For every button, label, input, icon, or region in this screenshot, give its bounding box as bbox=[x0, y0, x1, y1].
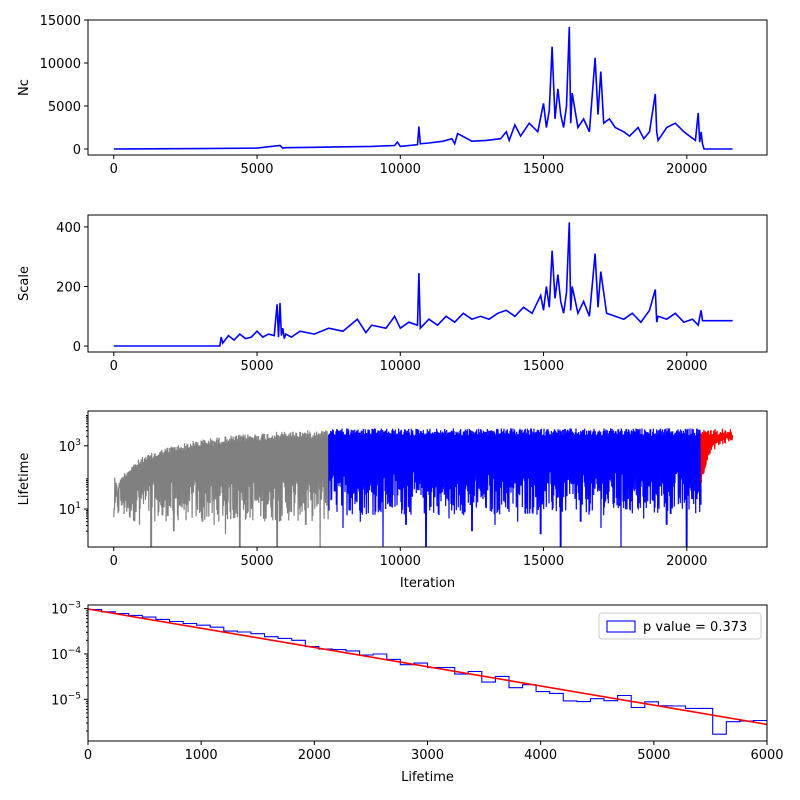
y-tick-label: 15000 bbox=[40, 14, 81, 29]
x-tick-label: 10000 bbox=[380, 554, 421, 569]
y-tick-label: 101 bbox=[59, 501, 81, 518]
series-line-scale bbox=[113, 222, 733, 347]
axes-scale: 0 5000 10000 15000 20000 0 200 400 Scale bbox=[17, 221, 707, 374]
y-tick-label: 0 bbox=[73, 143, 81, 158]
y-tick-label: 400 bbox=[56, 221, 81, 236]
x-tick-label: 3000 bbox=[411, 748, 444, 763]
legend-label: p value = 0.373 bbox=[643, 620, 747, 635]
y-tick-label: 10000 bbox=[40, 57, 81, 72]
x-tick-label: 5000 bbox=[637, 748, 670, 763]
axes-nc: 0 5000 10000 15000 20000 0 5000 10000 15000 Nc bbox=[17, 14, 707, 177]
y-tick-label: 0 bbox=[73, 340, 81, 355]
series-line-lifetime-0 bbox=[113, 430, 330, 547]
y-tick-label: 5000 bbox=[48, 100, 81, 115]
series-line-nc bbox=[113, 26, 733, 150]
y-tick-label: 200 bbox=[56, 280, 81, 295]
x-tick-label: 20000 bbox=[666, 162, 707, 177]
x-tick-label: 0 bbox=[110, 359, 118, 374]
x-tick-label: 2000 bbox=[298, 748, 331, 763]
x-tick-label: 0 bbox=[84, 748, 92, 763]
x-tick-label: 0 bbox=[110, 162, 118, 177]
x-tick-label: 5000 bbox=[240, 554, 273, 569]
y-tick-label: 10−3 bbox=[51, 601, 81, 618]
x-tick-label: 20000 bbox=[666, 359, 707, 374]
x-tick-label: 15000 bbox=[523, 554, 564, 569]
x-tick-label: 10000 bbox=[380, 162, 421, 177]
x-tick-label: 10000 bbox=[380, 359, 421, 374]
plot-frame-scale bbox=[87, 214, 768, 353]
x-axis-label: Lifetime bbox=[401, 770, 454, 785]
x-tick-label: 15000 bbox=[523, 359, 564, 374]
y-tick-label: 10−5 bbox=[51, 691, 81, 708]
y-axis-label: Nc bbox=[17, 79, 32, 96]
y-tick-label: 103 bbox=[59, 438, 81, 455]
x-tick-label: 5000 bbox=[240, 162, 273, 177]
y-axis-label: Lifetime bbox=[17, 453, 32, 506]
x-tick-label: 6000 bbox=[750, 748, 783, 763]
legend-swatch bbox=[606, 620, 636, 633]
x-tick-label: 5000 bbox=[240, 359, 273, 374]
axes-histogram: 0 1000 2000 3000 4000 5000 6000 10−5 10−4 10−3 Lif… bbox=[51, 601, 783, 785]
x-axis-label: Iteration bbox=[400, 576, 455, 591]
legend: p value = 0.373 bbox=[598, 612, 762, 640]
x-tick-label: 4000 bbox=[524, 748, 557, 763]
x-tick-label: 15000 bbox=[523, 162, 564, 177]
fit-line bbox=[88, 608, 767, 726]
x-tick-label: 20000 bbox=[666, 554, 707, 569]
legend-box bbox=[598, 612, 762, 640]
series-line-lifetime-1 bbox=[328, 428, 702, 547]
plot-frame-nc bbox=[87, 19, 768, 156]
x-tick-label: 1000 bbox=[185, 748, 218, 763]
axes-lifetime: 0 5000 10000 15000 20000 101 103 Lifetime Iterat… bbox=[17, 415, 707, 591]
x-tick-label: 0 bbox=[110, 554, 118, 569]
series-line-lifetime-2 bbox=[700, 428, 733, 483]
y-tick-label: 10−4 bbox=[51, 646, 81, 663]
y-axis-label: Scale bbox=[17, 266, 32, 301]
histogram-step bbox=[88, 609, 767, 741]
